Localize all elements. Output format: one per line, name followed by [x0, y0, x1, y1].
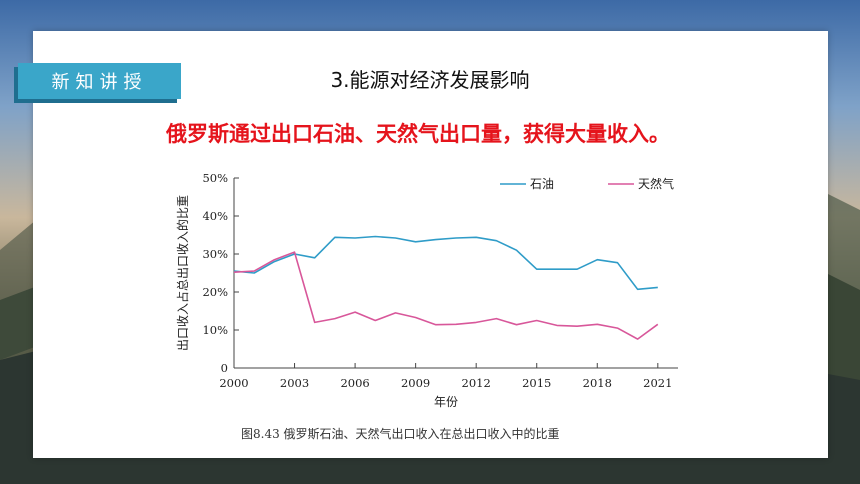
series-line-oil: [233, 235, 658, 291]
y-tick-label: 50%: [202, 171, 228, 185]
slide-subtitle: 俄罗斯通过出口石油、天然气出口量，获得大量收入。: [166, 122, 670, 146]
section-badge: 新知讲授: [18, 63, 181, 99]
slide-title: 3.能源对经济发展影响: [330, 68, 530, 92]
x-tick-label: 2015: [522, 376, 551, 390]
figure-caption: 图8.43 俄罗斯石油、天然气出口收入在总出口收入中的比重: [241, 427, 560, 441]
legend-entry: 天然气: [638, 176, 674, 191]
x-tick-label: 2012: [462, 376, 491, 390]
x-tick-label: 2003: [280, 376, 309, 390]
y-tick-label: 40%: [202, 209, 228, 223]
legend-entry: 石油: [530, 177, 554, 191]
x-tick-label: 2000: [219, 376, 248, 390]
y-tick-label: 30%: [202, 247, 228, 261]
x-tick-label: 2009: [401, 376, 430, 390]
series-line-gas: [233, 251, 659, 340]
y-axis-label: 出口收入占总出口收入的比重: [175, 195, 190, 351]
x-tick-label: 2006: [340, 376, 369, 390]
export-share-line-chart: 0 10% 20% 30% 40% 50% 2000 2003 2006 2009 2012 2015…: [175, 171, 678, 409]
y-tick-label: 10%: [202, 323, 228, 337]
x-axis-label: 年份: [434, 395, 458, 409]
x-tick-label: 2021: [643, 376, 672, 390]
y-tick-label: 0: [221, 361, 228, 375]
content-card: [33, 31, 828, 458]
y-tick-label: 20%: [202, 285, 228, 299]
x-tick-label: 2018: [583, 376, 612, 390]
